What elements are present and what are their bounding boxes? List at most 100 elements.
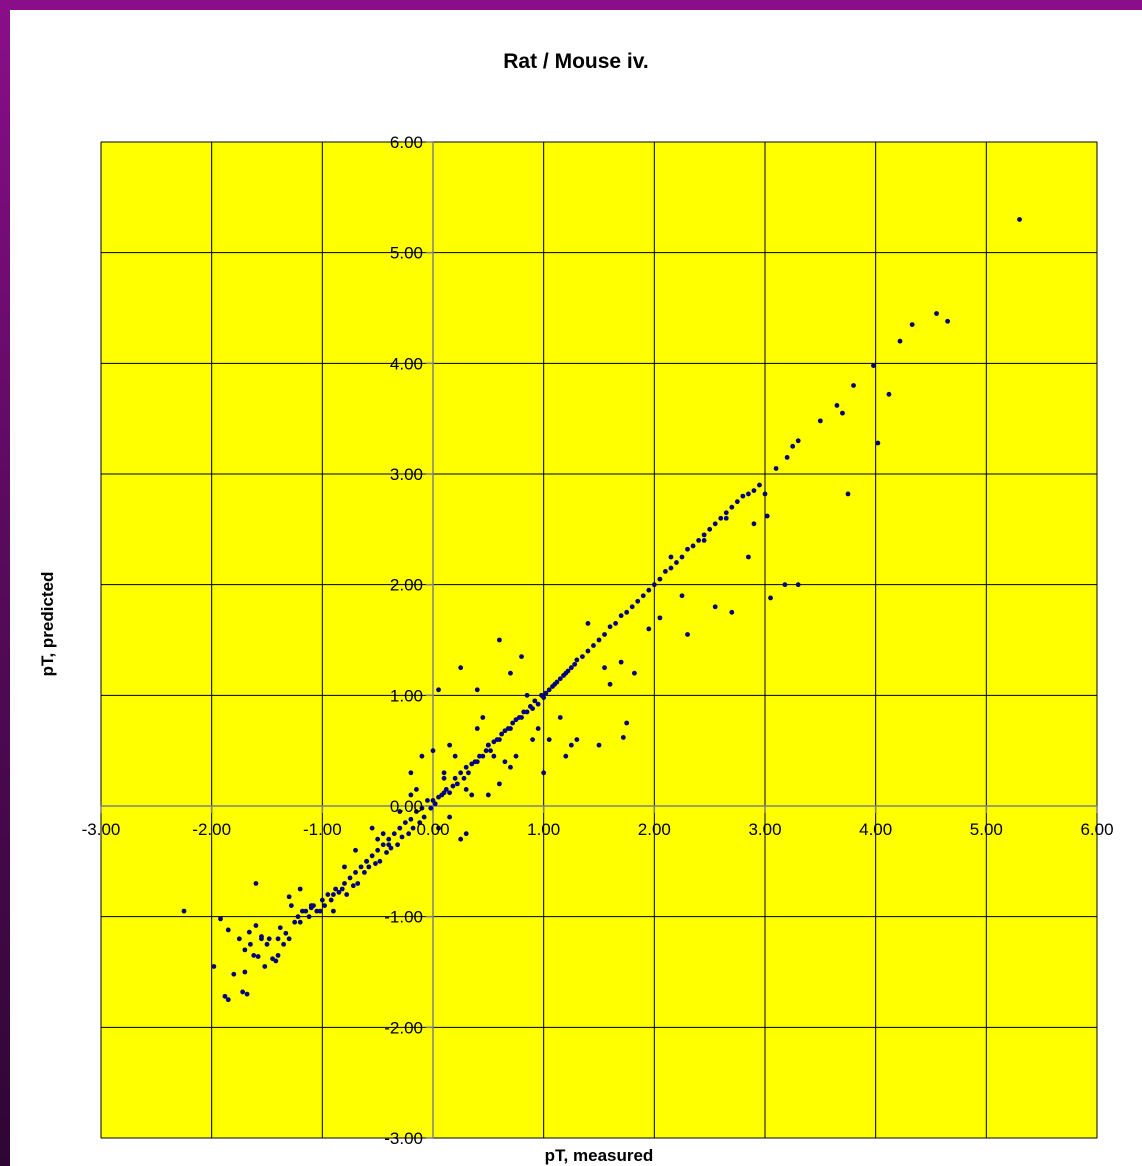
data-point: [402, 820, 408, 825]
data-point: [275, 953, 281, 958]
data-point: [690, 543, 696, 549]
data-point: [618, 659, 624, 665]
data-point: [414, 809, 419, 814]
data-point: [510, 720, 516, 726]
data-point: [565, 668, 571, 674]
data-point: [620, 734, 626, 740]
data-point: [502, 759, 508, 765]
data-point: [375, 847, 381, 853]
data-point: [729, 504, 735, 510]
data-point: [718, 515, 724, 521]
data-point: [497, 637, 502, 643]
data-point: [303, 908, 309, 914]
data-point: [364, 858, 369, 864]
data-point: [275, 936, 281, 942]
data-point: [443, 787, 449, 792]
scatter-chart: Rat / Mouse iv. -3.00 -2.00 -1.00 0.00 1.00 2…: [38, 50, 1114, 1165]
data-point: [701, 532, 707, 538]
data-point: [624, 720, 630, 726]
data-point: [242, 969, 248, 975]
data-point: [242, 947, 248, 953]
data-point: [410, 825, 416, 831]
data-point: [386, 842, 392, 848]
data-point: [607, 681, 613, 687]
data-point: [342, 864, 347, 870]
data-point: [458, 836, 464, 842]
data-point: [458, 665, 464, 671]
data-point: [491, 753, 497, 759]
data-point: [474, 726, 480, 731]
data-point: [419, 753, 425, 759]
data-point: [225, 927, 231, 933]
data-point: [897, 338, 903, 344]
data-point: [319, 897, 325, 903]
data-point: [746, 554, 751, 560]
data-point: [541, 770, 547, 776]
data-point: [419, 805, 425, 811]
data-point: [295, 914, 301, 920]
data-point: [441, 770, 447, 776]
data-point: [292, 919, 298, 925]
x-tick-label: -2.00: [192, 820, 231, 839]
data-point: [430, 748, 436, 754]
data-point: [635, 598, 641, 604]
data-point: [679, 554, 685, 560]
data-point: [532, 698, 538, 704]
data-point: [568, 742, 574, 748]
data-point: [474, 759, 480, 765]
data-point: [408, 816, 414, 822]
data-point: [585, 648, 591, 654]
y-tick-labels: -3.00 -2.00 -1.00 0.00 1.00 2.00 3.00 4.00 5.00 6…: [384, 133, 423, 1148]
x-tick-label: 3.00: [748, 820, 781, 839]
data-point: [277, 925, 283, 931]
data-point: [485, 742, 491, 748]
data-point: [463, 764, 469, 770]
data-point: [886, 391, 892, 397]
data-point: [618, 613, 624, 619]
y-tick-label: 2.00: [390, 576, 423, 595]
x-tick-label: 0.00: [416, 820, 449, 839]
data-point: [331, 892, 336, 897]
data-point: [541, 695, 547, 700]
x-tick-label: -1.00: [303, 820, 342, 839]
data-point: [871, 363, 876, 368]
data-point: [851, 383, 856, 388]
data-point: [530, 706, 535, 712]
data-point: [447, 814, 452, 820]
data-point: [432, 801, 438, 807]
x-tick-label: 5.00: [970, 820, 1003, 839]
data-point: [421, 814, 427, 820]
data-point: [286, 894, 292, 900]
data-point: [361, 870, 367, 875]
data-point: [317, 908, 323, 914]
data-point: [508, 670, 513, 676]
data-point: [712, 521, 718, 527]
data-point: [546, 737, 552, 742]
data-point: [425, 798, 430, 803]
data-point: [554, 679, 560, 685]
data-point: [273, 958, 279, 964]
data-point: [768, 595, 773, 601]
data-point: [524, 709, 530, 715]
data-point: [397, 809, 403, 814]
data-point: [757, 482, 762, 488]
data-point: [640, 593, 646, 599]
y-tick-label: -2.00: [384, 1018, 423, 1037]
data-point: [663, 568, 668, 574]
data-point: [834, 402, 840, 408]
data-point: [266, 936, 272, 942]
data-point: [253, 881, 259, 886]
data-point: [840, 410, 845, 416]
data-point: [497, 781, 502, 787]
data-point: [591, 643, 596, 648]
data-point: [322, 903, 327, 908]
x-tick-label: 1.00: [527, 820, 560, 839]
data-point: [696, 538, 701, 543]
data-point: [386, 836, 392, 842]
x-tick-label: 6.00: [1080, 820, 1113, 839]
data-point: [701, 538, 707, 543]
data-point: [909, 322, 915, 327]
data-point: [746, 491, 751, 497]
data-point: [377, 858, 383, 864]
data-point: [344, 892, 350, 897]
